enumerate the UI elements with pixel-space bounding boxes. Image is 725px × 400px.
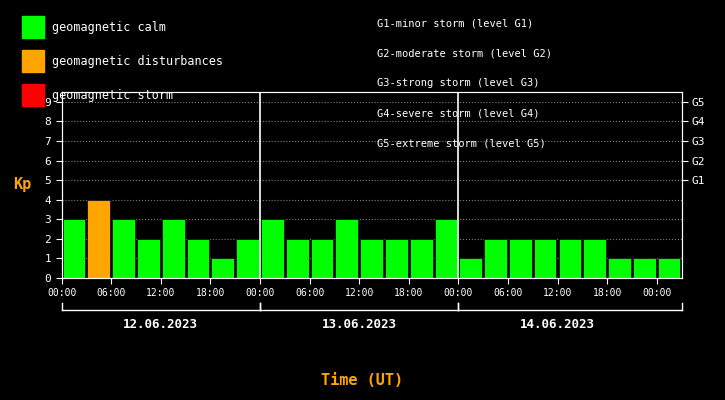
Bar [186,239,210,278]
Bar [434,219,457,278]
Text: 12.06.2023: 12.06.2023 [123,318,199,331]
Text: 14.06.2023: 14.06.2023 [520,318,595,331]
Text: 13.06.2023: 13.06.2023 [322,318,397,331]
Bar [608,258,631,278]
Bar [62,219,86,278]
Bar [633,258,655,278]
Bar [336,219,358,278]
Bar [212,258,234,278]
Bar [558,239,581,278]
Text: Kp: Kp [12,178,31,192]
Bar [286,239,309,278]
Bar [162,219,185,278]
Bar [236,239,259,278]
Bar [137,239,160,278]
Bar [484,239,507,278]
Bar [460,258,482,278]
Text: G4-severe storm (level G4): G4-severe storm (level G4) [377,108,539,118]
Bar [534,239,557,278]
Bar [658,258,681,278]
Bar [509,239,531,278]
Text: G5-extreme storm (level G5): G5-extreme storm (level G5) [377,138,546,148]
Text: G3-strong storm (level G3): G3-strong storm (level G3) [377,78,539,88]
Text: geomagnetic storm: geomagnetic storm [52,88,173,102]
Text: G2-moderate storm (level G2): G2-moderate storm (level G2) [377,48,552,58]
Bar [385,239,407,278]
Bar [310,239,334,278]
Bar [410,239,433,278]
Text: geomagnetic calm: geomagnetic calm [52,20,166,34]
Text: Time (UT): Time (UT) [321,373,404,388]
Bar [360,239,383,278]
Text: G1-minor storm (level G1): G1-minor storm (level G1) [377,18,534,28]
Bar [112,219,135,278]
Bar [584,239,606,278]
Bar [88,200,110,278]
Bar [261,219,283,278]
Text: geomagnetic disturbances: geomagnetic disturbances [52,54,223,68]
